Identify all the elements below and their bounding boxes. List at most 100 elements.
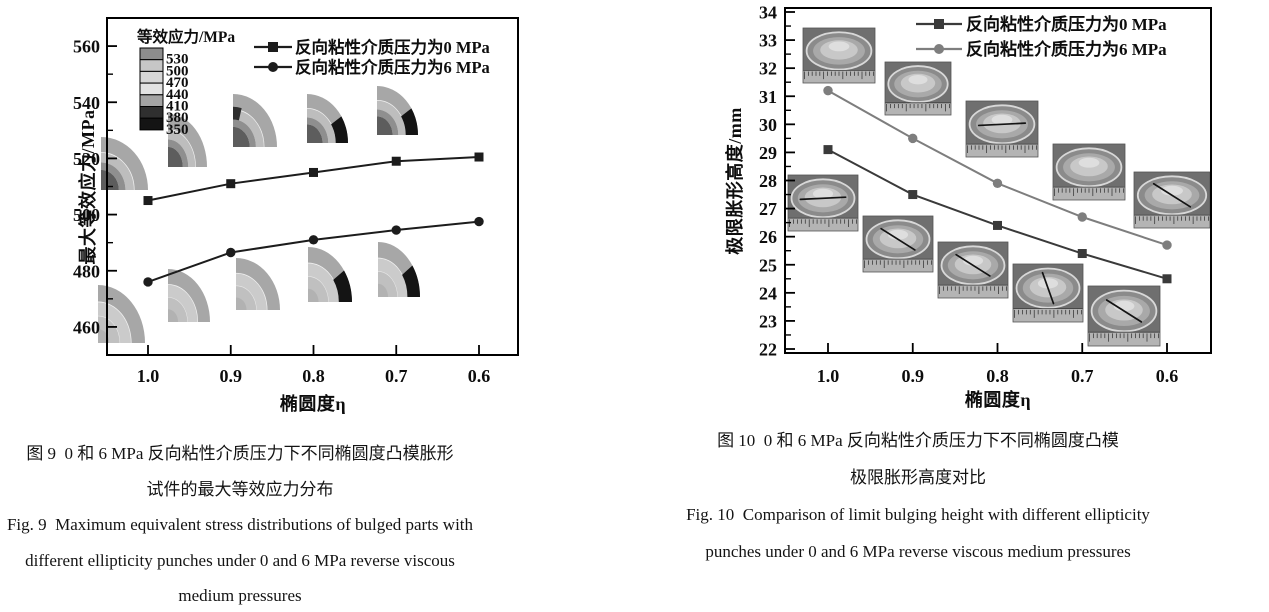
svg-text:34: 34: [759, 3, 777, 23]
fig10-caption-cn-line2: 极限胀形高度对比: [850, 468, 986, 487]
data-point: [908, 190, 918, 200]
fig10-caption-en-line1: Fig. 10 Comparison of limit bulging heig…: [686, 505, 1150, 524]
svg-text:1.0: 1.0: [817, 366, 840, 386]
data-point: [823, 85, 833, 96]
svg-text:24: 24: [759, 283, 777, 303]
data-point: [143, 196, 153, 206]
svg-text:560: 560: [73, 37, 100, 57]
stress-contour-inset: [377, 242, 420, 298]
fig9-caption: 图 9 0 和 6 MPa 反向粘性介质压力下不同椭圆度凸模胀形 试件的最大等效…: [0, 436, 480, 612]
data-point: [391, 156, 401, 166]
svg-text:0.6: 0.6: [1156, 366, 1179, 386]
svg-text:29: 29: [759, 143, 777, 163]
fig10-legend: 反向粘性介质压力为0 MPa 反向粘性介质压力为6 MPa: [916, 14, 1167, 59]
svg-text:500: 500: [73, 205, 100, 225]
data-point: [993, 220, 1002, 230]
data-point: [391, 225, 401, 235]
fig9-y-axis-title: 最大等效应力/MPa: [78, 109, 98, 265]
svg-text:0.7: 0.7: [1071, 366, 1094, 386]
fig9-caption-cn-line2: 试件的最大等效应力分布: [146, 479, 334, 499]
svg-text:31: 31: [759, 87, 777, 107]
fig10-series-square: [823, 145, 1172, 284]
svg-text:380: 380: [166, 110, 189, 126]
svg-text:反向粘性介质压力为0 MPa: 反向粘性介质压力为0 MPa: [295, 37, 490, 57]
specimen-photo: [884, 61, 952, 116]
fig9-caption-cn-line1: 图 9 0 和 6 MPa 反向粘性介质压力下不同椭圆度凸模胀形: [26, 444, 454, 463]
fig10-y-axis-title: 极限胀形高度/mm: [725, 107, 745, 255]
svg-text:32: 32: [759, 59, 777, 79]
data-point: [474, 216, 484, 227]
data-point: [143, 277, 153, 287]
fig9-caption-en-line1: Fig. 9 Maximum equivalent stress distrib…: [6, 515, 474, 534]
stress-contour-inset: [376, 86, 418, 136]
svg-text:27: 27: [759, 199, 777, 219]
svg-text:0.9: 0.9: [902, 366, 925, 386]
specimen-photo: [862, 215, 934, 273]
fig10-series-circle: [823, 85, 1172, 250]
svg-text:22: 22: [759, 340, 777, 360]
svg-text:350: 350: [166, 122, 189, 138]
stress-contour-inset: [167, 114, 207, 168]
data-point: [823, 145, 833, 155]
svg-text:500: 500: [166, 63, 189, 79]
svg-text:0.9: 0.9: [220, 366, 243, 386]
data-point: [908, 133, 918, 144]
specimen-photo: [802, 27, 876, 84]
data-point: [308, 235, 319, 245]
stress-contour-inset: [232, 94, 277, 148]
data-point: [226, 179, 236, 189]
svg-text:反向粘性介质压力为0 MPa: 反向粘性介质压力为0 MPa: [966, 14, 1167, 34]
svg-text:0.8: 0.8: [986, 366, 1009, 386]
data-point: [992, 178, 1003, 189]
svg-text:0.7: 0.7: [385, 366, 408, 386]
svg-text:30: 30: [759, 115, 777, 135]
svg-text:0.8: 0.8: [302, 366, 325, 386]
svg-text:33: 33: [759, 31, 777, 51]
svg-text:530: 530: [166, 52, 189, 68]
stress-contour-inset: [167, 269, 210, 323]
fig9-caption-en-line3: medium pressures: [178, 586, 302, 605]
svg-text:440: 440: [166, 87, 189, 103]
fig9-series-circle: [143, 216, 484, 287]
data-point: [1162, 240, 1172, 250]
stress-contour-inset: [306, 94, 348, 144]
specimen-photo: [1087, 285, 1161, 347]
svg-text:反向粘性介质压力为6 MPa: 反向粘性介质压力为6 MPa: [295, 57, 490, 77]
data-point: [1077, 212, 1087, 222]
svg-text:25: 25: [759, 255, 777, 275]
stress-contour-inset: [100, 137, 148, 191]
specimen-photo: [1133, 171, 1211, 229]
svg-text:480: 480: [73, 261, 100, 281]
svg-text:等效应力/MPa: 等效应力/MPa: [136, 27, 235, 46]
stress-contour-inset: [97, 285, 145, 344]
svg-text:410: 410: [166, 99, 189, 115]
svg-text:反向粘性介质压力为6 MPa: 反向粘性介质压力为6 MPa: [966, 39, 1167, 59]
fig10-caption-en-line2: punches under 0 and 6 MPa reverse viscou…: [705, 542, 1131, 561]
specimen-photo: [965, 100, 1039, 158]
data-point: [226, 247, 236, 258]
svg-text:23: 23: [759, 311, 777, 331]
data-point: [474, 152, 484, 162]
specimen-photo: [787, 174, 859, 232]
specimen-photo: [937, 241, 1009, 299]
specimen-photo: [1012, 263, 1084, 323]
svg-text:0.6: 0.6: [468, 366, 491, 386]
fig10-caption: 图 10 0 和 6 MPa 反向粘性介质压力下不同椭圆度凸模 极限胀形高度对比…: [630, 422, 1206, 570]
stress-contour-inset: [235, 258, 280, 311]
data-point: [1077, 249, 1087, 259]
svg-text:26: 26: [759, 227, 777, 247]
svg-text:470: 470: [166, 75, 189, 91]
specimen-photo: [1052, 143, 1126, 201]
svg-text:28: 28: [759, 171, 777, 191]
svg-text:540: 540: [73, 93, 100, 113]
fig10-chart: 22 23 24 25 26 27 28 29 30 31 32 33 34 1.0 0.9 0.8 0.7 0.…: [759, 3, 1212, 386]
fig9-series-square: [143, 152, 484, 206]
svg-text:460: 460: [73, 317, 100, 337]
fig10-x-axis-title: 椭圆度η: [964, 390, 1032, 410]
svg-text:1.0: 1.0: [137, 366, 160, 386]
data-point: [309, 167, 318, 177]
fig9-x-axis-title: 椭圆度η: [279, 394, 347, 414]
